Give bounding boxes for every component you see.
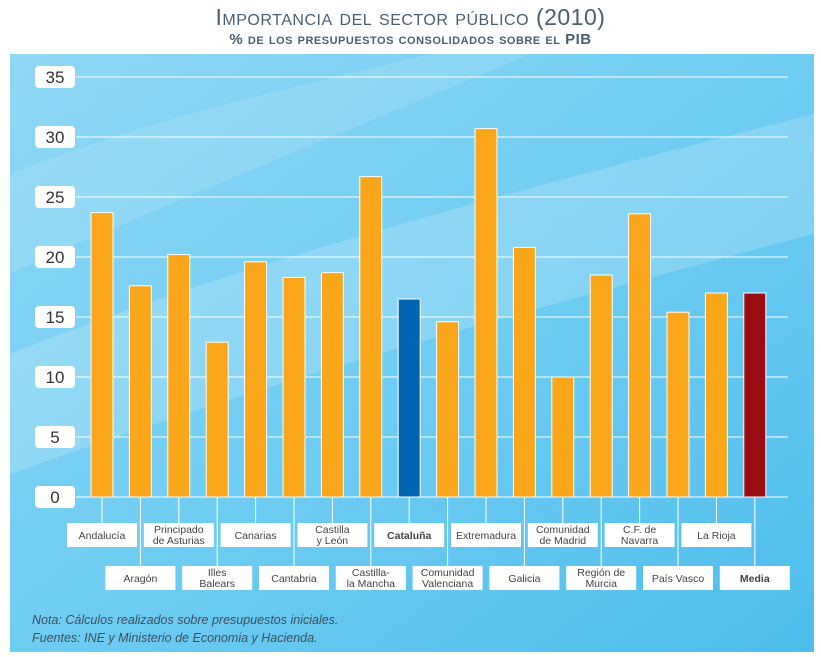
category-label: Canarias: [235, 530, 277, 542]
bar: [551, 376, 575, 498]
bar: [282, 276, 306, 498]
y-tick-box: [35, 126, 75, 148]
y-tick-label: 30: [46, 128, 65, 147]
y-tick-label: 25: [46, 188, 65, 207]
y-tick-label: 35: [46, 68, 65, 87]
category-label-box: [566, 566, 637, 590]
category-label-box: [259, 566, 329, 590]
category-label: Illes Balears: [199, 567, 235, 590]
y-tick-label: 15: [46, 308, 65, 327]
bar: [436, 321, 460, 498]
bar: [90, 212, 114, 498]
y-tick-label: 0: [50, 488, 59, 507]
category-label: Principado de Asturias: [153, 524, 205, 547]
category-label-box: [643, 566, 713, 590]
bar: [628, 213, 652, 498]
category-label: Comunidad Valenciana: [421, 567, 475, 590]
category-label-box: [527, 523, 598, 547]
category-label-box: [412, 566, 483, 590]
bar: [512, 246, 536, 498]
category-label-box: [143, 523, 214, 547]
y-tick-box: [35, 186, 75, 208]
bar: [359, 176, 383, 498]
category-label-box: [105, 566, 176, 590]
category-label-box: [681, 523, 752, 547]
chart-title: Importancia del sector público (2010): [215, 4, 606, 30]
category-label: Media: [740, 573, 770, 585]
y-tick-label: 10: [46, 368, 65, 387]
bar: [128, 285, 152, 498]
category-label: País Vasco: [652, 573, 704, 585]
category-label-box: [604, 523, 675, 547]
y-tick-box: [35, 426, 75, 448]
bar: [589, 274, 613, 498]
category-label: Comunidad de Madrid: [536, 524, 590, 547]
category-label: Castilla y León: [315, 524, 350, 547]
note-line: Nota: Cálculos realizados sobre presupue…: [32, 613, 338, 627]
y-tick-box: [35, 246, 75, 268]
y-tick-box: [35, 486, 75, 508]
y-tick-box: [35, 366, 75, 388]
y-tick-box: [35, 306, 75, 328]
category-label-box: [374, 523, 445, 547]
category-label: Cataluña: [387, 530, 432, 542]
category-label: C.F. de Navarra: [621, 524, 659, 547]
category-label-box: [489, 566, 560, 590]
bar: [397, 298, 421, 498]
background-swoosh: [10, 54, 530, 274]
category-label-box: [297, 523, 368, 547]
category-label-box: [67, 523, 137, 547]
y-tick-label: 5: [50, 428, 59, 447]
category-label-box: [719, 566, 790, 590]
bar: [205, 341, 229, 498]
bar: [244, 261, 268, 498]
category-label-box: [451, 523, 521, 547]
chart-panel: 0 5 10 15 20 25 30 35 Andalucía Aragón Principado…: [10, 54, 814, 652]
category-label-box: [182, 566, 253, 590]
category-label: Región de Murcia: [577, 567, 625, 590]
category-label: Galicia: [508, 573, 540, 585]
category-label: Extremadura: [456, 530, 516, 542]
y-tick-box: [35, 66, 75, 88]
category-label: Andalucía: [79, 530, 126, 542]
bar: [666, 311, 690, 498]
category-label: Cantabria: [271, 573, 317, 585]
chart-subtitle: % de los presupuestos consolidados sobre…: [229, 31, 592, 48]
bar: [474, 128, 498, 498]
bar: [743, 292, 767, 498]
category-label-box: [220, 523, 291, 547]
category-label: La Rioja: [697, 530, 736, 542]
category-label: Aragón: [123, 573, 157, 585]
category-label: Castilla-la Mancha: [347, 567, 396, 590]
bar: [320, 272, 344, 498]
bar: [167, 254, 191, 498]
category-label-box: [335, 566, 406, 590]
y-tick-label: 20: [46, 248, 65, 267]
bar: [704, 292, 728, 498]
source-line: Fuentes: INE y Ministerio de Economia y …: [32, 631, 318, 645]
